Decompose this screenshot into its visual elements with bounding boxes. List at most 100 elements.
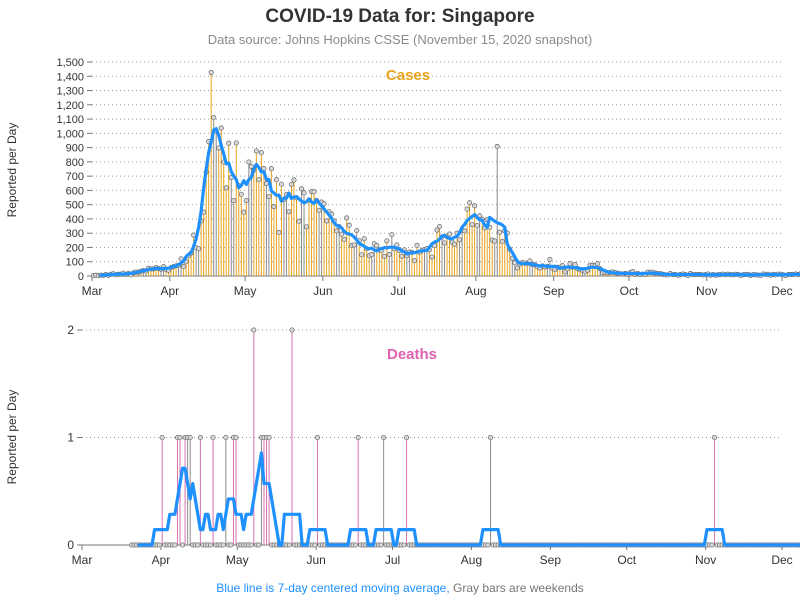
cases-y-tick-label: 600 [66, 185, 84, 197]
cases-y-tick-label: 500 [66, 200, 84, 212]
deaths-point [711, 434, 718, 441]
cases-point [411, 258, 417, 264]
deaths-point [159, 434, 165, 441]
cases-point [464, 206, 470, 212]
cases-point [381, 253, 387, 259]
deaths-point [378, 542, 384, 548]
cases-point [231, 198, 237, 204]
cases-point [298, 186, 305, 192]
cases-point [354, 228, 360, 234]
cases-y-tick-label: 1,000 [56, 128, 84, 140]
cases-x-tick-label: Sep [543, 284, 565, 298]
cases-point [303, 224, 310, 230]
cases-point [374, 243, 380, 249]
cases-y-tick-label: 1,300 [56, 86, 84, 98]
footnote-weekends: Gray bars are weekends [453, 581, 584, 595]
cases-chart: 0 100 200 300 400 500 600 700 800 900 1,000 1,100 1,… [5, 57, 800, 298]
cases-y-tick-label: 400 [66, 214, 84, 226]
deaths-point [353, 542, 359, 548]
cases-y-tick-label: 700 [66, 171, 84, 183]
deaths-point [286, 542, 293, 548]
cases-point [273, 177, 279, 183]
cases-x-tick-label: Jun [313, 284, 332, 298]
deaths-point [289, 327, 295, 333]
cases-point [499, 238, 505, 245]
deaths-point [179, 542, 186, 548]
cases-point [288, 181, 295, 187]
cases-y-tick-label: 100 [66, 257, 84, 269]
cases-point [316, 207, 322, 213]
deaths-point [187, 434, 193, 441]
deaths-x-tick-label: Oct [617, 553, 636, 567]
cases-point [339, 231, 345, 237]
cases-point [384, 238, 390, 244]
page-title: COVID-19 Data for: Singapore [265, 6, 535, 27]
footnote: Blue line is 7-day centered moving avera… [0, 581, 800, 595]
cases-point [414, 242, 420, 249]
cases-y-tick-label: 800 [66, 157, 84, 169]
cases-point [246, 159, 252, 165]
deaths-point [197, 434, 203, 441]
deaths-point [403, 434, 410, 441]
cases-y-tick-label: 1,200 [56, 100, 84, 112]
cases-x-tick-label: Apr [160, 284, 179, 298]
cases-point [346, 222, 352, 228]
cases-point [238, 191, 244, 197]
deaths-point [251, 327, 257, 333]
footnote-moving-average: Blue line is 7-day centered moving avera… [216, 581, 450, 595]
cases-panel-title: Cases [386, 67, 430, 84]
cases-point [271, 204, 277, 210]
deaths-point [172, 542, 178, 548]
deaths-point [177, 434, 183, 441]
cases-point [211, 114, 217, 121]
deaths-x-tick-label: May [226, 553, 249, 567]
deaths-panel-title: Deaths [387, 346, 437, 363]
cases-point [208, 70, 214, 76]
cases-point [233, 140, 239, 146]
cases-moving-average-line [99, 127, 800, 277]
cases-point [469, 222, 475, 228]
cases-point [457, 237, 463, 243]
deaths-x-tick-label: Mar [72, 553, 93, 567]
cases-point [369, 251, 375, 258]
cases-point [296, 218, 302, 224]
cases-point [268, 166, 274, 172]
deaths-point [195, 542, 201, 548]
cases-point [181, 264, 187, 270]
deaths-point [207, 542, 214, 548]
deaths-point [401, 542, 407, 548]
deaths-point [223, 434, 229, 441]
cases-point [386, 251, 392, 258]
deaths-moving-average-line [137, 451, 800, 547]
cases-point [241, 209, 247, 215]
cases-point [595, 261, 601, 267]
cases-point [256, 177, 262, 183]
deaths-y-tick-label: 2 [67, 323, 74, 337]
cases-point [446, 231, 453, 237]
cases-x-tick-label: Nov [696, 284, 717, 298]
cases-point [196, 246, 202, 252]
cases-point [351, 242, 357, 248]
cases-point [547, 256, 553, 263]
cases-point [278, 181, 284, 187]
cases-point [441, 240, 448, 246]
cases-point [514, 265, 520, 271]
deaths-point [355, 434, 361, 441]
cases-point [266, 193, 272, 200]
deaths-point [233, 434, 239, 441]
cases-point [389, 232, 395, 238]
cases-point [301, 190, 307, 196]
cases-point [276, 229, 282, 236]
cases-point [344, 215, 350, 221]
cases-y-label: Reported per Day [5, 123, 19, 218]
deaths-x-tick-label: Nov [695, 553, 716, 567]
deaths-x-tick-label: Aug [461, 553, 482, 567]
cases-x-tick-label: Mar [82, 284, 103, 298]
deaths-y-label: Reported per Day [5, 390, 19, 485]
page-subtitle: Data source: Johns Hopkins CSSE (Novembe… [207, 32, 593, 47]
cases-point [434, 227, 440, 233]
cases-point [291, 177, 297, 183]
deaths-point [312, 542, 318, 548]
